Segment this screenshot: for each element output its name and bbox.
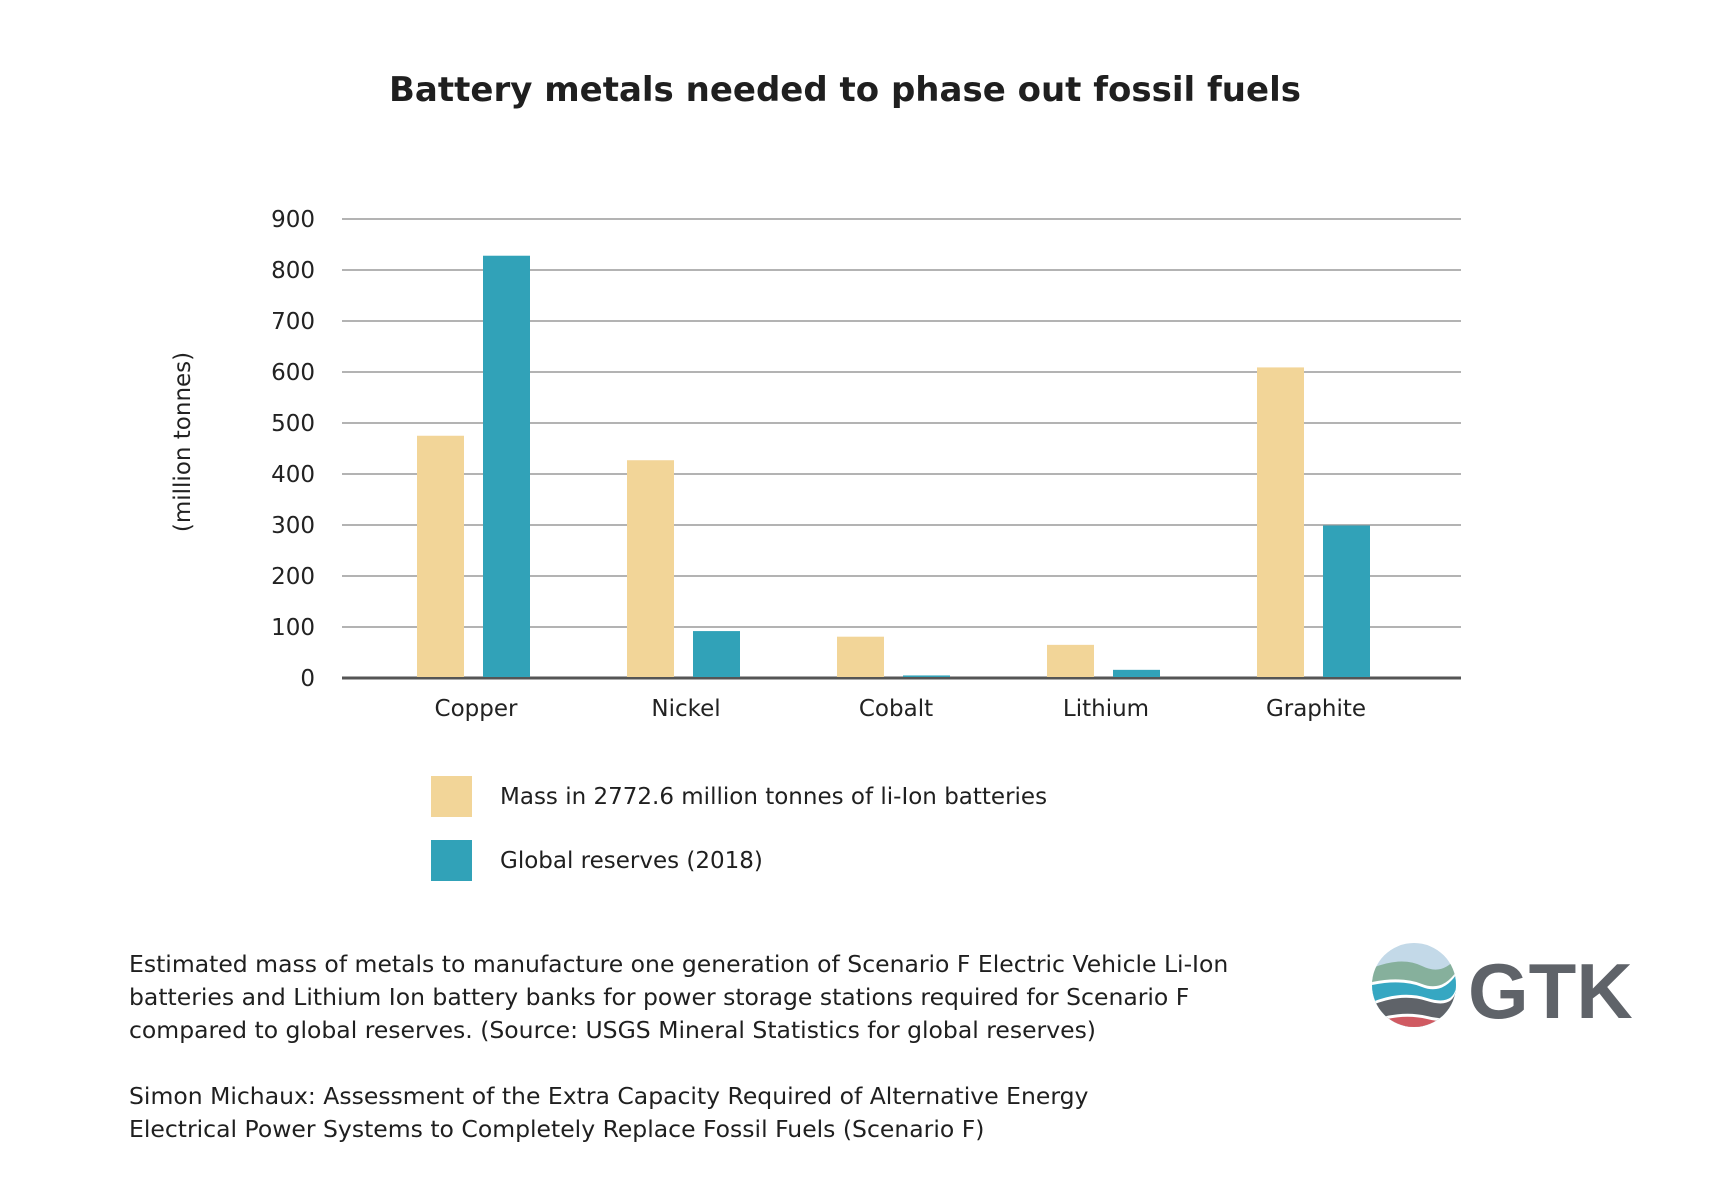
legend-label: Mass in 2772.6 million tonnes of li-Ion … xyxy=(500,783,1048,810)
gtk-logo: GTK xyxy=(1372,943,1633,1033)
legend-swatch-mass xyxy=(431,776,472,817)
y-tick-label: 300 xyxy=(271,513,315,539)
caption-line: batteries and Lithium Ion battery banks … xyxy=(129,983,1190,1011)
citation-line: Simon Michaux: Assessment of the Extra C… xyxy=(129,1082,1089,1110)
citation-line: Electrical Power Systems to Completely R… xyxy=(129,1115,985,1143)
bar-nickel-reserves xyxy=(693,631,740,677)
bar-cobalt-mass xyxy=(837,636,884,677)
x-tick-label: Nickel xyxy=(651,696,720,722)
citation: Simon Michaux: Assessment of the Extra C… xyxy=(129,1080,1329,1146)
legend-item-mass: Mass in 2772.6 million tonnes of li-Ion … xyxy=(431,776,1047,817)
y-tick-label: 100 xyxy=(271,615,315,641)
bar-copper-mass xyxy=(417,435,464,677)
y-tick-label: 0 xyxy=(300,666,315,692)
y-tick-label: 500 xyxy=(271,411,315,437)
y-tick-label: 800 xyxy=(271,258,315,284)
caption-line: Estimated mass of metals to manufacture … xyxy=(129,950,1229,978)
bar-graphite-mass xyxy=(1257,367,1304,677)
bar-lithium-reserves xyxy=(1113,669,1160,677)
bar-graphite-reserves xyxy=(1323,525,1370,677)
x-tick-label: Lithium xyxy=(1063,696,1149,722)
caption: Estimated mass of metals to manufacture … xyxy=(129,948,1329,1047)
bar-nickel-mass xyxy=(627,460,674,677)
legend-label: Global reserves (2018) xyxy=(500,847,763,874)
x-tick-label: Copper xyxy=(435,696,518,722)
bar-lithium-mass xyxy=(1047,644,1094,677)
y-axis-label: (million tonnes) xyxy=(170,352,196,532)
chart-title: Battery metals needed to phase out fossi… xyxy=(389,70,1301,110)
bar-chart: 0 100 200 300 400 500 600 700 800 900 (million ton… xyxy=(170,207,1461,722)
x-tick-label: Cobalt xyxy=(859,696,933,722)
y-tick-label: 400 xyxy=(271,462,315,488)
bar-cobalt-reserves xyxy=(903,675,950,677)
y-tick-label: 200 xyxy=(271,564,315,590)
y-tick-label: 600 xyxy=(271,360,315,386)
x-tick-label: Graphite xyxy=(1266,696,1366,722)
y-tick-label: 900 xyxy=(271,207,315,233)
logo-text: GTK xyxy=(1468,947,1633,1033)
legend-swatch-reserves xyxy=(431,840,472,881)
bar-copper-reserves xyxy=(483,255,530,677)
legend-item-reserves: Global reserves (2018) xyxy=(431,840,763,881)
caption-line: compared to global reserves. (Source: US… xyxy=(129,1016,1096,1044)
y-tick-label: 700 xyxy=(271,309,315,335)
